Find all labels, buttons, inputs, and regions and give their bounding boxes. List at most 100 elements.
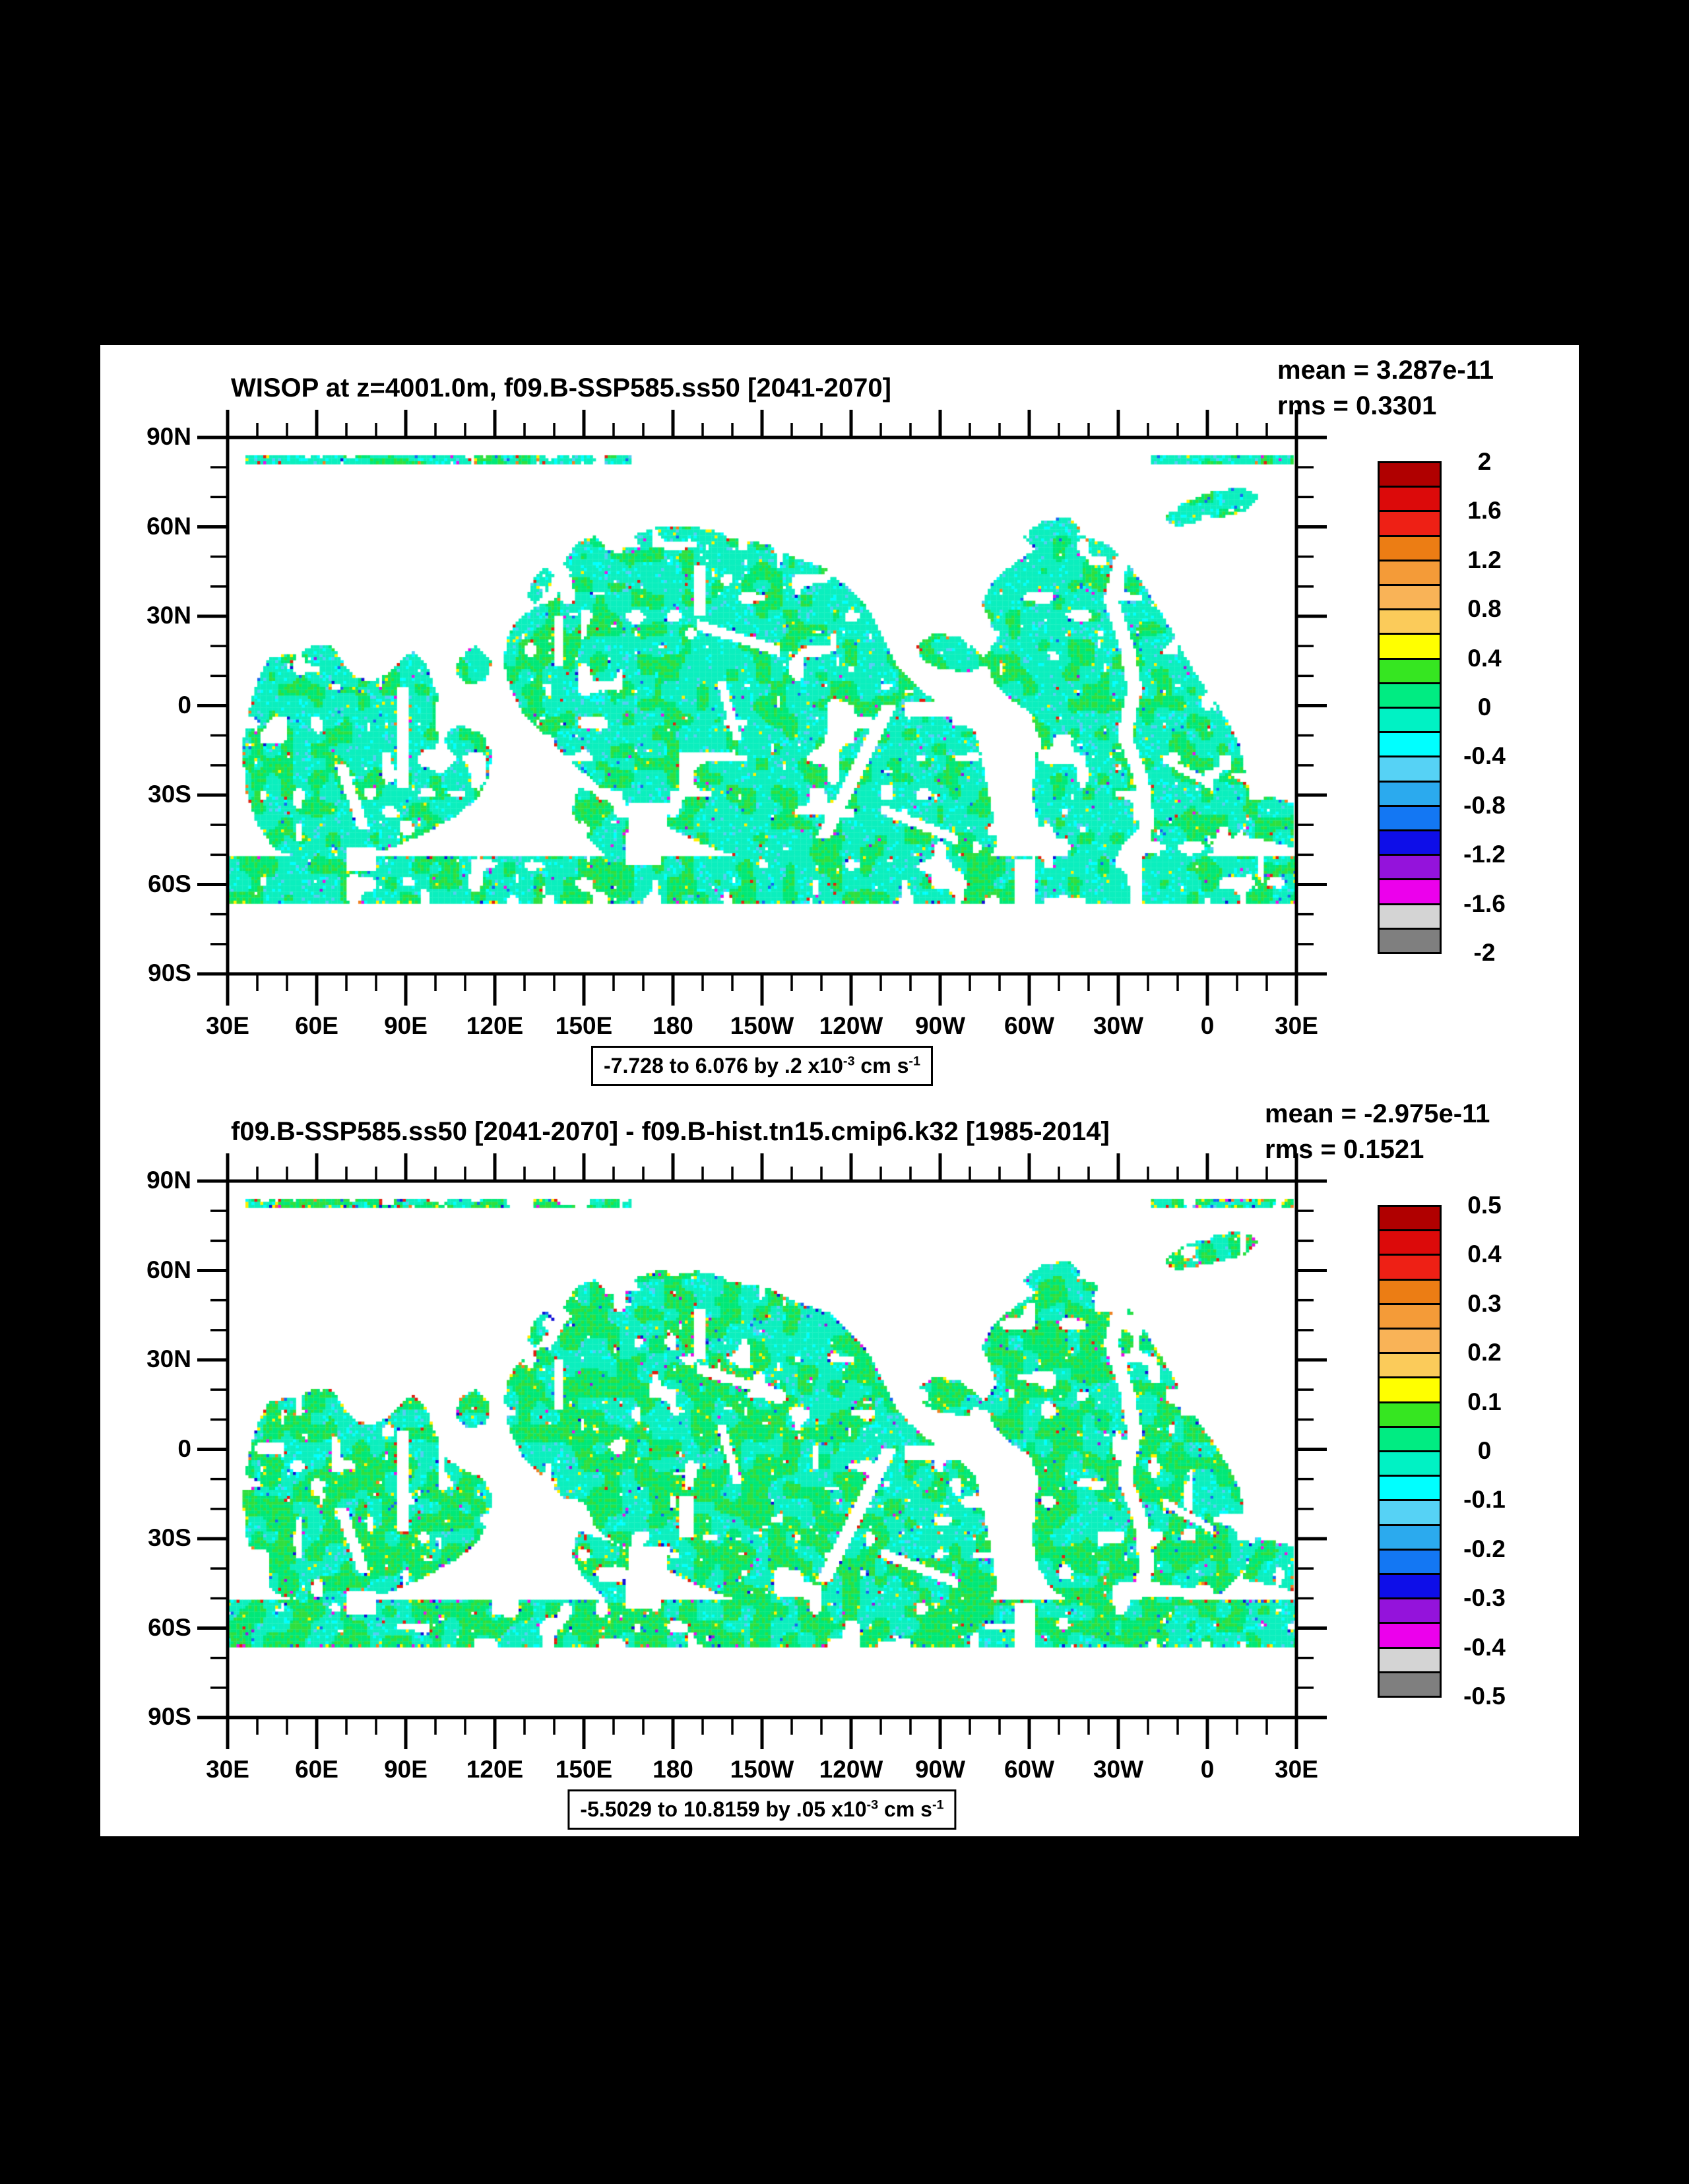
panel1-colorbar-label--2: -2 xyxy=(1473,939,1496,966)
panel1-colorbar-label-1.2: 1.2 xyxy=(1467,546,1502,573)
panel2-range-exp2: -1 xyxy=(932,1797,944,1813)
panel1-title: WISOP at z=4001.0m, f09.B-SSP585.ss50 [2… xyxy=(231,373,891,402)
panel2-colorbar-label--0.3: -0.3 xyxy=(1463,1584,1506,1612)
panel2-xaxis-label-60E: 60E xyxy=(295,1756,338,1783)
panel2-stats: mean = -2.975e-11 rms = 0.1521 xyxy=(1265,1096,1490,1167)
panel2-colorbar-box-13 xyxy=(1378,1524,1442,1551)
panel1-yaxis-label-90S: 90S xyxy=(148,959,191,986)
panel2-range-annotation: -5.5029 to 10.8159 by .05 x10-3 cm s-1 xyxy=(567,1789,957,1830)
panel1-xaxis-label-0: 0 xyxy=(1200,1012,1215,1039)
panel2-colorbar-label--0.2: -0.2 xyxy=(1463,1535,1506,1562)
panel1-range-units: cm s xyxy=(854,1054,909,1077)
panel1-xaxis-label-120W: 120W xyxy=(819,1012,883,1039)
panel2-xaxis-label-0: 0 xyxy=(1200,1756,1215,1783)
panel2-xaxis-label-180: 180 xyxy=(653,1756,693,1783)
panel2-colorbar-label-0.3: 0.3 xyxy=(1467,1289,1502,1317)
panel2-colorbar-box-2 xyxy=(1378,1254,1442,1281)
panel2-xaxis-label-90E: 90E xyxy=(384,1756,428,1783)
panel1-xaxis-label-30W: 30W xyxy=(1093,1012,1144,1039)
panel2-colorbar-box-16 xyxy=(1378,1597,1442,1624)
panel1-xaxis-label-30E: 30E xyxy=(1275,1012,1318,1039)
panel1-yaxis-label-30S: 30S xyxy=(148,781,191,808)
panel1-colorbar-box-16 xyxy=(1378,854,1442,881)
panel1-mean-value: mean = 3.287e-11 xyxy=(1277,356,1494,385)
panel1-colorbar-box-12 xyxy=(1378,755,1442,783)
panel2-colorbar-box-15 xyxy=(1378,1573,1442,1600)
panel2-yaxis-label-0: 0 xyxy=(177,1434,191,1462)
panel1-range-text: -7.728 to 6.076 by .2 x10 xyxy=(604,1054,843,1077)
panel2-yaxis-label-30S: 30S xyxy=(148,1524,191,1551)
panel2-colorbar-box-8 xyxy=(1378,1401,1442,1428)
panel1-colorbar-box-0 xyxy=(1378,461,1442,488)
panel2-colorbar-box-17 xyxy=(1378,1622,1442,1649)
panel2-colorbar-box-10 xyxy=(1378,1450,1442,1477)
panel1-colorbar-label-0.8: 0.8 xyxy=(1467,595,1502,623)
panel1-map-heatmap xyxy=(228,437,1296,974)
panel2-colorbar-box-11 xyxy=(1378,1475,1442,1502)
panel2-colorbar-label--0.4: -0.4 xyxy=(1463,1633,1506,1661)
panel1-xaxis-label-90W: 90W xyxy=(914,1012,966,1039)
panel1-stats: mean = 3.287e-11 rms = 0.3301 xyxy=(1277,352,1494,424)
panel1-colorbar-label--0.8: -0.8 xyxy=(1463,791,1506,819)
panel1-xaxis-label-30E: 30E xyxy=(206,1012,249,1039)
panel1-yaxis-label-60S: 60S xyxy=(148,870,191,897)
panel1-colorbar-box-5 xyxy=(1378,584,1442,611)
panel1-colorbar-label--0.4: -0.4 xyxy=(1463,742,1506,770)
panel2-colorbar-label--0.1: -0.1 xyxy=(1463,1486,1506,1514)
panel2-xaxis-label-30E: 30E xyxy=(206,1756,249,1783)
panel1-colorbar-box-2 xyxy=(1378,510,1442,537)
panel2-range-text: -5.5029 to 10.8159 by .05 x10 xyxy=(580,1797,867,1821)
panel2-title: f09.B-SSP585.ss50 [2041-2070] - f09.B-hi… xyxy=(231,1117,1110,1146)
panel1-xaxis-label-60E: 60E xyxy=(295,1012,338,1039)
panel1-range-annotation: -7.728 to 6.076 by .2 x10-3 cm s-1 xyxy=(591,1046,933,1086)
panel1-colorbar-label-2: 2 xyxy=(1477,448,1492,475)
panel2-xaxis-label-90W: 90W xyxy=(914,1756,966,1783)
panel1-yaxis-label-0: 0 xyxy=(177,691,191,719)
panel2-colorbar-label-0: 0 xyxy=(1477,1437,1492,1464)
panel2-colorbar-box-12 xyxy=(1378,1499,1442,1526)
panel2-xaxis-label-30W: 30W xyxy=(1093,1756,1144,1783)
panel1-yaxis-label-30N: 30N xyxy=(146,602,191,629)
panel1-xaxis-label-150W: 150W xyxy=(730,1012,794,1039)
panel1-yaxis-label-90N: 90N xyxy=(146,423,191,450)
panel2-range-exp1: -3 xyxy=(866,1797,879,1813)
panel1-colorbar-label-1.6: 1.6 xyxy=(1467,497,1502,525)
panel1-colorbar-box-4 xyxy=(1378,559,1442,586)
panel1-xaxis-label-150E: 150E xyxy=(555,1012,613,1039)
panel1-colorbar-label-0.4: 0.4 xyxy=(1467,644,1502,672)
panel2-colorbar-box-14 xyxy=(1378,1548,1442,1575)
panel2-rms-value: rms = 0.1521 xyxy=(1265,1135,1424,1164)
panel1-range-exp1: -3 xyxy=(843,1054,855,1069)
panel2-colorbar-label-0.2: 0.2 xyxy=(1467,1339,1502,1366)
panel2-xaxis-label-120E: 120E xyxy=(466,1756,524,1783)
panel1-colorbar-box-8 xyxy=(1378,657,1442,684)
panel2-colorbar-box-18 xyxy=(1378,1646,1442,1673)
panel2-yaxis-label-90S: 90S xyxy=(148,1703,191,1730)
panel2-colorbar-box-0 xyxy=(1378,1205,1442,1232)
panel2-xaxis-label-60W: 60W xyxy=(1004,1756,1055,1783)
panel1-colorbar-box-6 xyxy=(1378,608,1442,635)
panel2-colorbar-box-4 xyxy=(1378,1302,1442,1330)
panel1-xaxis-label-120E: 120E xyxy=(466,1012,524,1039)
panel1-colorbar-box-11 xyxy=(1378,731,1442,758)
panel1-yaxis-label-60N: 60N xyxy=(146,512,191,540)
panel2-yaxis-label-60S: 60S xyxy=(148,1613,191,1641)
panel2-range-units: cm s xyxy=(878,1797,932,1821)
panel2-yaxis-label-60N: 60N xyxy=(146,1256,191,1283)
panel1-range-exp2: -1 xyxy=(908,1054,920,1069)
panel2-colorbar-box-9 xyxy=(1378,1425,1442,1452)
panel1-xaxis-label-90E: 90E xyxy=(384,1012,428,1039)
panel1-colorbar-box-10 xyxy=(1378,707,1442,734)
panel2-colorbar-box-1 xyxy=(1378,1229,1442,1256)
panel2-xaxis-label-150E: 150E xyxy=(555,1756,613,1783)
panel1-xaxis-label-180: 180 xyxy=(653,1012,693,1039)
panel2-yaxis-label-90N: 90N xyxy=(146,1167,191,1194)
panel2-mean-value: mean = -2.975e-11 xyxy=(1265,1099,1490,1128)
panel2-colorbar-label-0.1: 0.1 xyxy=(1467,1388,1502,1415)
panel1-colorbar-box-19 xyxy=(1378,927,1442,954)
panel1-colorbar-box-17 xyxy=(1378,878,1442,905)
panel2-colorbar-box-3 xyxy=(1378,1278,1442,1305)
panel2-colorbar-label-0.5: 0.5 xyxy=(1467,1192,1502,1219)
panel2-xaxis-label-120W: 120W xyxy=(819,1756,883,1783)
